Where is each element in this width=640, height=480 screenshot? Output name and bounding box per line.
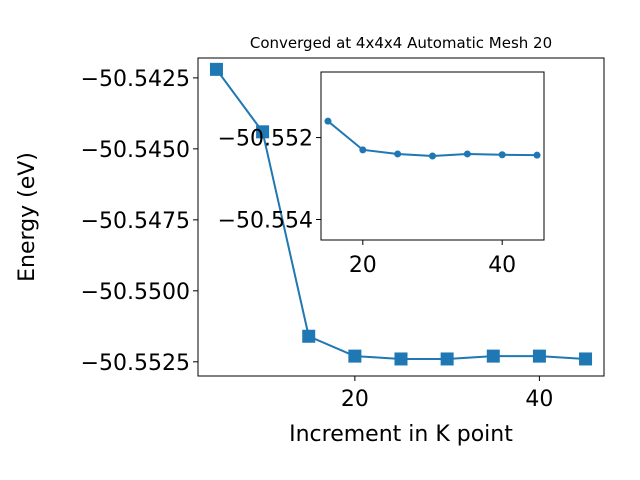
- inset-data-point: [463, 150, 471, 158]
- main-x-tick-label: 40: [525, 387, 553, 412]
- main-data-point: [348, 349, 362, 363]
- main-data-point: [532, 349, 546, 363]
- inset-axes: 20 40 −50.554−50.552: [218, 71, 545, 278]
- inset-x-tick-label: 20: [349, 253, 377, 278]
- main-data-point: [302, 329, 316, 343]
- main-y-tick-label: −50.5450: [81, 138, 190, 163]
- main-y-tick-label: −50.5475: [81, 209, 190, 234]
- main-data-point: [256, 125, 270, 139]
- inset-data-point: [498, 151, 506, 159]
- inset-y-tick-label: −50.554: [218, 209, 313, 234]
- main-y-ticks: −50.5425 −50.5450 −50.5475 −50.5500 −50.5525: [81, 67, 198, 376]
- main-data-point: [486, 349, 500, 363]
- chart-title: Converged at 4x4x4 Automatic Mesh 20: [250, 34, 552, 52]
- main-series: [209, 62, 593, 366]
- x-axis-label: Increment in K point: [289, 422, 513, 447]
- inset-data-point: [359, 146, 367, 154]
- inset-x-tick-label: 40: [488, 253, 516, 278]
- main-data-point: [209, 62, 223, 76]
- inset-x-ticks: 20 40: [349, 240, 516, 278]
- main-data-point: [579, 352, 593, 366]
- main-y-tick-label: −50.5525: [81, 351, 190, 376]
- inset-y-tick-label: −50.552: [218, 127, 313, 152]
- main-x-tick-label: 20: [341, 387, 369, 412]
- main-y-tick-label: −50.5425: [81, 67, 190, 92]
- y-axis-label: Energy (eV): [15, 152, 40, 282]
- main-data-point: [394, 352, 408, 366]
- main-y-tick-label: −50.5500: [81, 280, 190, 305]
- inset-data-point: [394, 150, 402, 158]
- inset-data-point: [533, 151, 541, 159]
- inset-data-point: [324, 117, 332, 125]
- inset-data-point: [429, 152, 436, 160]
- main-data-point: [440, 352, 454, 366]
- inset-series: [324, 117, 541, 160]
- inset-y-ticks: −50.554 −50.552: [218, 127, 321, 234]
- main-x-ticks: 20 40: [341, 376, 553, 412]
